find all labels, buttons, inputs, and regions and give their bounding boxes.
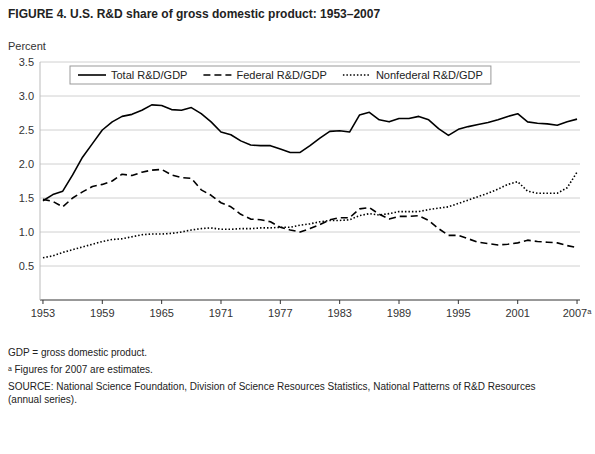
x-tick [458, 300, 459, 304]
legend-label: Nonfederal R&D/GDP [376, 69, 483, 81]
grid-line [40, 164, 580, 165]
title: FIGURE 4. U.S. R&D share of gross domest… [8, 7, 380, 21]
x-tick [102, 300, 103, 304]
y-tick-label: 1.0 [19, 226, 34, 238]
x-tick [577, 300, 578, 304]
x-tick-label: 1989 [387, 307, 411, 319]
grid-line [40, 130, 580, 131]
legend-label: Federal R&D/GDP [236, 69, 326, 81]
series-line [43, 172, 577, 258]
legend-swatch [78, 74, 106, 76]
x-tick-label: 1971 [209, 307, 233, 319]
x-tick [161, 300, 162, 304]
x-tick [280, 300, 281, 304]
lines [43, 105, 577, 258]
x-tick [399, 300, 400, 304]
y-tick-label: 2.0 [19, 158, 34, 170]
x-tick-label: 1953 [31, 307, 55, 319]
y-tick-label: 0.5 [19, 260, 34, 272]
x-tick [339, 300, 340, 304]
notes: GDP = gross domestic product. ᵃ Figures f… [8, 346, 588, 410]
y-tick-label: 3.5 [19, 56, 34, 68]
legend-swatch [203, 74, 231, 76]
x-tick-label: 2001 [505, 307, 529, 319]
footnote: ᵃ Figures for 2007 are estimates. [8, 363, 588, 376]
x-tick [42, 300, 43, 304]
x-tick [220, 300, 221, 304]
x-tick-label: 1965 [149, 307, 173, 319]
x-tick-label: 1959 [90, 307, 114, 319]
series-line [43, 169, 577, 247]
legend-swatch [343, 74, 371, 76]
grid-line [40, 198, 580, 199]
footnote: GDP = gross domestic product. [8, 346, 588, 359]
grid [40, 62, 580, 266]
grid-line [40, 96, 580, 97]
series-line [43, 105, 577, 201]
grid-line [40, 266, 580, 267]
y-axis-line [40, 62, 41, 300]
x-axis-line [40, 300, 580, 301]
x-tick-label: 1983 [327, 307, 351, 319]
legend-box [70, 66, 491, 84]
x-tick-label: 2007ᵃ [563, 307, 592, 319]
grid-line [40, 62, 580, 63]
x-tick-label: 1977 [268, 307, 292, 319]
y-tick-label: 3.0 [19, 90, 34, 102]
y-tick-label: 2.5 [19, 124, 34, 136]
x-tick [517, 300, 518, 304]
footnote: SOURCE: National Science Foundation, Div… [8, 380, 588, 406]
chart: FIGURE 4. U.S. R&D share of gross domest… [0, 0, 595, 340]
legend-label: Total R&D/GDP [111, 69, 187, 81]
x-tick-label: 1995 [446, 307, 470, 319]
y-tick-label: 1.5 [19, 192, 34, 204]
legend: Total R&D/GDP Federal R&D/GDP Nonfederal R… [70, 66, 491, 84]
y-axis-label: Percent [8, 40, 46, 52]
grid-line [40, 232, 580, 233]
